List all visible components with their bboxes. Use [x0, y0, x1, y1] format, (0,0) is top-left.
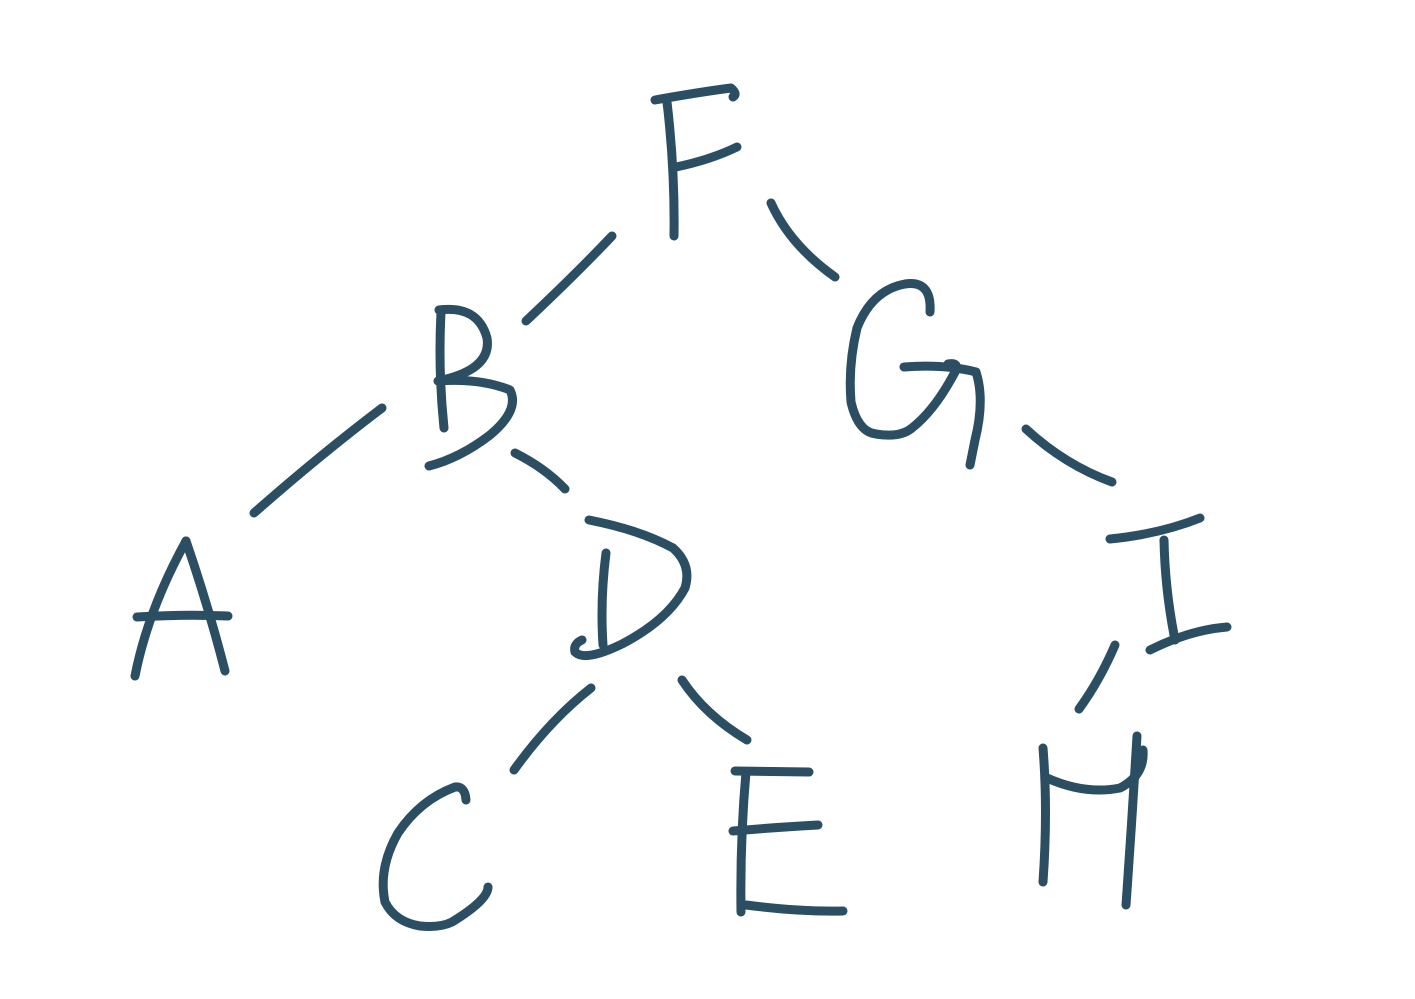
node-e-stroke-bottom — [741, 900, 848, 916]
edge-d-e — [677, 675, 752, 745]
edge-g-i — [1021, 424, 1117, 487]
node-e-stroke-stem — [736, 767, 751, 917]
nodes-layer: F B G A D I — [130, 83, 1232, 931]
node-d-stroke-stem — [597, 548, 611, 650]
node-c-stroke-curve — [378, 782, 493, 931]
node-c: C — [378, 782, 493, 931]
node-h: H — [1038, 731, 1148, 910]
edge-i-h — [1074, 640, 1120, 714]
node-g-stroke-bar — [899, 361, 985, 470]
node-a-stroke-left — [130, 536, 191, 681]
node-h-stroke-left — [1038, 743, 1050, 887]
edge-b-a — [249, 403, 387, 518]
node-d: D — [570, 515, 692, 661]
node-i-stroke-bottom — [1145, 622, 1232, 655]
node-g-stroke-curve — [845, 279, 961, 440]
node-f: F — [650, 83, 742, 241]
node-h-stroke-right — [1121, 731, 1142, 910]
node-i-stroke-top — [1105, 513, 1205, 544]
node-e-stroke-middle — [728, 820, 823, 836]
node-i-stroke-stem — [1159, 535, 1180, 645]
node-f-stroke-mid — [671, 142, 742, 172]
edge-b-d — [510, 448, 570, 494]
node-d-stroke-bowl — [570, 515, 692, 661]
edge-f-b — [521, 231, 617, 326]
node-a-stroke-right — [181, 536, 230, 676]
node-b: B — [424, 304, 517, 471]
node-b-stroke-stem — [435, 307, 449, 433]
node-g: G — [845, 279, 985, 470]
node-f-stroke-top — [650, 83, 740, 105]
node-e: E — [728, 766, 848, 917]
node-i: I — [1105, 513, 1232, 655]
node-h-stroke-bar — [1042, 745, 1148, 795]
node-b-stroke-bowls — [424, 304, 517, 471]
node-a: A — [130, 536, 233, 681]
edges-layer — [249, 198, 1120, 775]
edge-d-c — [509, 683, 596, 775]
node-a-stroke-bar — [132, 610, 233, 622]
edge-f-g — [766, 198, 840, 282]
